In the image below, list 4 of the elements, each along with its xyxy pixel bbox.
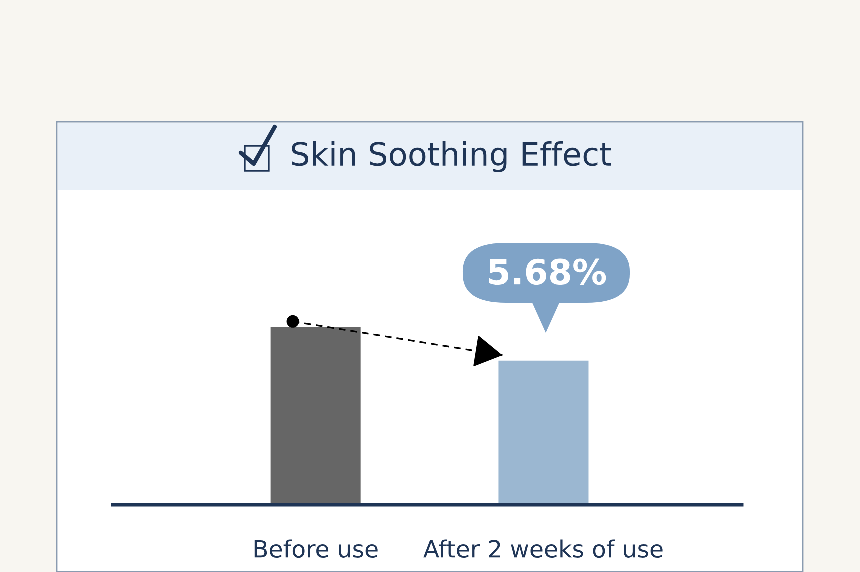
x-tick-label: Before use (254, 540, 378, 558)
x-tick-label: After 2 weeks of use (424, 540, 663, 558)
chart-title: Skin Soothing Effect (292, 142, 612, 172)
text: 5.68% (489, 258, 606, 286)
